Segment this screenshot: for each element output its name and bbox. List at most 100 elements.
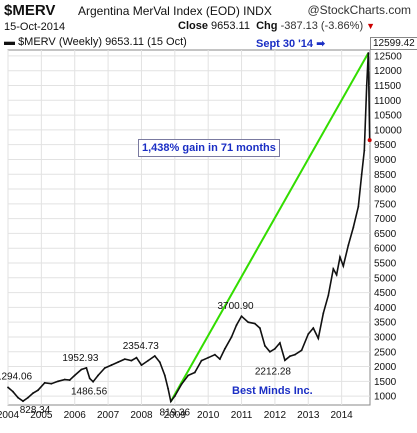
price-point xyxy=(289,355,291,358)
y-tick-label: 6000 xyxy=(374,244,397,255)
price-point xyxy=(43,381,46,384)
price-point xyxy=(180,383,183,386)
price-point xyxy=(57,380,59,383)
price-point xyxy=(7,386,9,389)
price-point xyxy=(110,364,113,366)
price-point xyxy=(365,84,368,87)
x-tick-label: 2011 xyxy=(231,410,253,421)
price-point xyxy=(357,205,360,208)
price-point xyxy=(200,359,203,362)
price-point xyxy=(352,226,355,229)
price-point xyxy=(342,265,345,267)
price-label: 2212.28 xyxy=(255,366,292,377)
price-point xyxy=(68,379,71,382)
x-axis-tick-labels: 2004 2005 2006 2007 2008 2009 2010 2011 2012 2013… xyxy=(0,410,353,421)
price-point xyxy=(247,321,250,324)
y-tick-label: 5500 xyxy=(374,259,397,270)
sept-annotation: Sept 30 '14 ➡ xyxy=(256,37,325,50)
price-point xyxy=(223,347,226,350)
price-point xyxy=(117,361,120,364)
x-tick-label: 2004 xyxy=(0,410,20,421)
price-point xyxy=(27,396,29,399)
price-point xyxy=(193,371,196,374)
y-tick-label: 3000 xyxy=(374,332,397,343)
x-tick-label: 2008 xyxy=(130,410,153,421)
price-labels-group: 1294.06 828.34 1952.93 1486.56 2354.73 819.36… xyxy=(0,301,291,418)
price-point xyxy=(17,396,19,399)
x-tick-label: 2005 xyxy=(30,410,53,421)
y-tick-label: 4500 xyxy=(374,288,397,299)
price-point xyxy=(322,312,325,315)
price-point xyxy=(173,395,176,398)
price-point xyxy=(335,273,338,276)
price-point xyxy=(307,333,310,335)
price-point xyxy=(213,353,216,356)
last-price-label: 12599.42 xyxy=(370,37,417,50)
price-point xyxy=(135,356,138,359)
price-point xyxy=(264,344,266,347)
price-point xyxy=(167,387,170,390)
quote-date: 15-Oct-2014 xyxy=(4,21,66,33)
price-point xyxy=(253,322,256,325)
price-label: 1294.06 xyxy=(0,371,33,382)
price-point xyxy=(63,378,66,381)
y-tick-label: 7500 xyxy=(374,199,397,210)
price-point xyxy=(269,350,271,353)
price-point xyxy=(12,390,14,393)
price-series-group xyxy=(7,52,372,404)
x-tick-label: 2012 xyxy=(264,410,287,421)
y-tick-label: 11500 xyxy=(374,81,402,92)
price-point xyxy=(294,353,296,356)
price-point xyxy=(153,355,156,357)
price-point xyxy=(123,358,126,361)
x-tick-label: 2009 xyxy=(164,410,187,421)
stockcharts-logo[interactable]: @StockCharts.com xyxy=(307,3,411,17)
price-point xyxy=(339,256,341,258)
down-arrow-icon: ▼ xyxy=(366,21,376,31)
y-tick-label: 3500 xyxy=(374,318,397,329)
sept-label: Sept 30 '14 xyxy=(256,38,314,50)
last-close-marker xyxy=(367,138,372,143)
chg-label: Chg xyxy=(256,20,278,32)
y-tick-label: 9000 xyxy=(374,155,397,166)
price-point xyxy=(169,400,172,403)
price-point xyxy=(147,359,150,362)
legend-swatch-icon: ▬ xyxy=(4,36,15,48)
price-point xyxy=(332,268,335,270)
watermark: Best Minds Inc. xyxy=(232,385,313,397)
y-axis-tick-labels: 1000 1500 2000 2500 3000 3500 4000 4500 5000 5500… xyxy=(374,51,402,402)
y-tick-label: 1500 xyxy=(374,377,397,388)
price-point xyxy=(37,389,39,392)
price-point xyxy=(50,382,53,385)
index-name: Argentina MerVal Index (EOD) INDX xyxy=(78,4,272,18)
y-tick-label: 10500 xyxy=(374,111,402,122)
price-label: 819.36 xyxy=(160,407,191,418)
price-point xyxy=(207,356,210,359)
y-tick-label: 2500 xyxy=(374,347,397,358)
y-tick-label: 9500 xyxy=(374,140,397,151)
y-tick-label: 8500 xyxy=(374,170,397,181)
price-point xyxy=(258,327,261,329)
y-tick-label: 1000 xyxy=(374,392,397,403)
close-value: 9653.11 xyxy=(211,20,250,32)
price-point xyxy=(235,324,238,327)
price-point xyxy=(284,359,286,362)
price-point xyxy=(230,336,233,338)
x-tick-label: 2014 xyxy=(331,410,354,421)
y-tick-label: 8000 xyxy=(374,185,397,196)
legend-label: $MERV (Weekly) 9653.11 (15 Oct) xyxy=(18,36,187,48)
price-point xyxy=(130,359,133,362)
price-point xyxy=(240,315,243,318)
price-point xyxy=(80,368,83,371)
close-label: Close xyxy=(178,20,208,32)
price-point xyxy=(312,327,315,329)
price-point xyxy=(317,337,320,340)
y-tick-label: 4000 xyxy=(374,303,397,314)
price-point xyxy=(103,367,106,369)
trendline-group xyxy=(169,52,370,402)
y-tick-label: 6500 xyxy=(374,229,397,240)
price-label: 828.34 xyxy=(20,405,51,416)
x-tick-label: 2006 xyxy=(64,410,87,421)
trendline xyxy=(169,52,370,402)
